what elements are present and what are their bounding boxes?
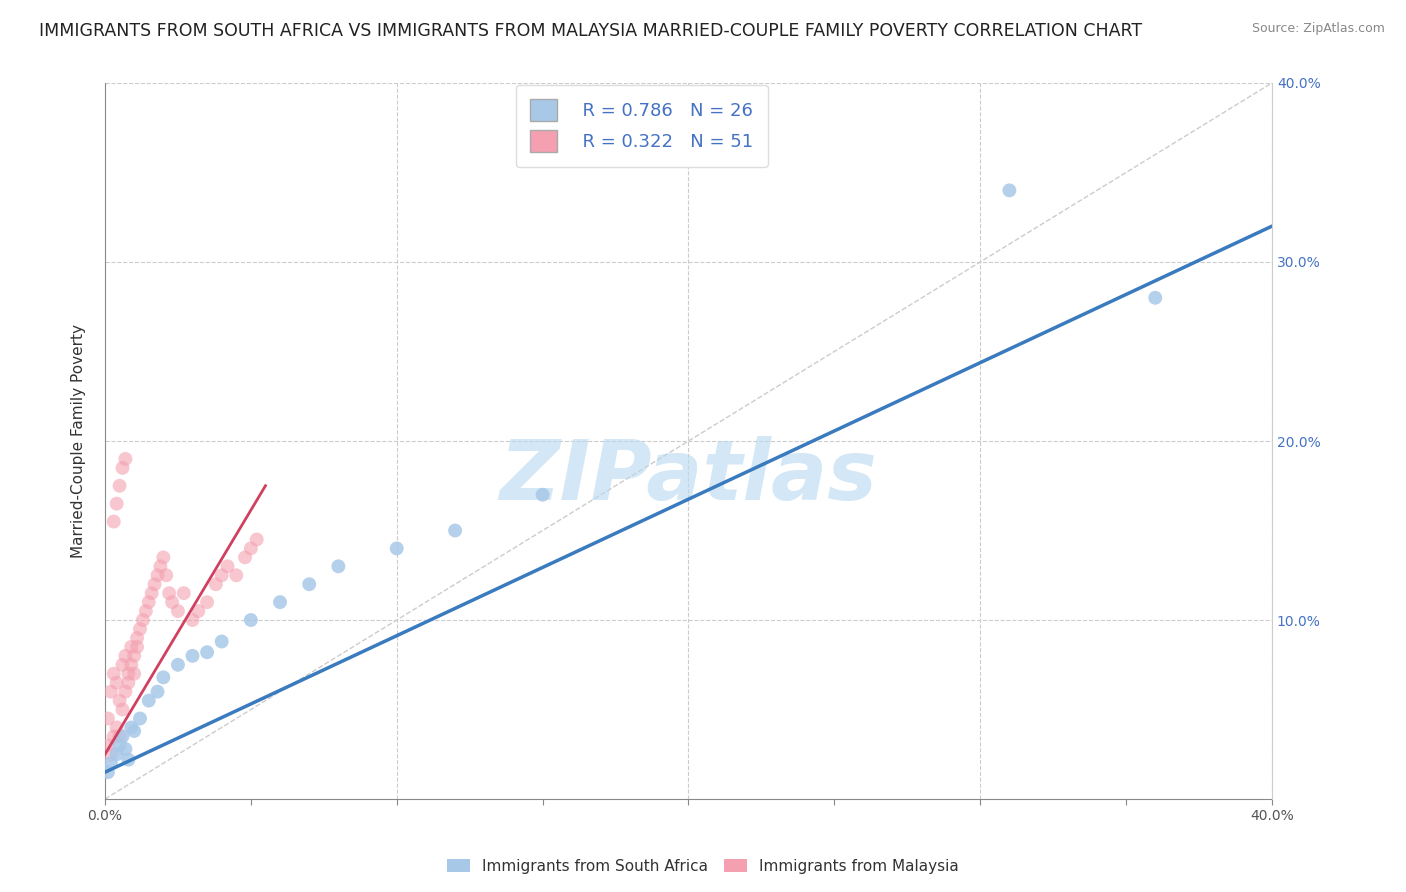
Point [97, 739, 120, 753]
Point [160, 595, 183, 609]
Point [103, 730, 125, 744]
Text: IMMIGRANTS FROM SOUTH AFRICA VS IMMIGRANTS FROM MALAYSIA MARRIED-COUPLE FAMILY P: IMMIGRANTS FROM SOUTH AFRICA VS IMMIGRAN… [39, 22, 1142, 40]
Point [444, 524, 467, 538]
Point [195, 595, 218, 609]
Point [385, 541, 408, 556]
Point [111, 461, 134, 475]
Point [205, 577, 228, 591]
Legend: Immigrants from South Africa, Immigrants from Malaysia: Immigrants from South Africa, Immigrants… [441, 853, 965, 880]
Point [111, 657, 134, 672]
Point [138, 693, 160, 707]
Point [114, 648, 136, 663]
Point [105, 747, 128, 762]
Point [105, 675, 128, 690]
Point [122, 666, 145, 681]
Point [181, 648, 204, 663]
Point [97, 765, 120, 780]
Point [117, 675, 139, 690]
Point [328, 559, 350, 574]
Point [157, 586, 180, 600]
Point [211, 634, 233, 648]
Point [100, 684, 122, 698]
Point [167, 604, 190, 618]
Point [120, 657, 142, 672]
Text: ZIPatlas: ZIPatlas [499, 436, 877, 517]
Point [138, 595, 160, 609]
Point [225, 568, 247, 582]
Point [181, 613, 204, 627]
Point [125, 631, 148, 645]
Point [120, 721, 142, 735]
Point [195, 645, 218, 659]
Point [117, 753, 139, 767]
Point [167, 657, 190, 672]
Point [531, 488, 554, 502]
Point [246, 533, 269, 547]
Point [239, 613, 262, 627]
Point [100, 747, 122, 762]
Point [152, 670, 174, 684]
Point [108, 479, 131, 493]
Y-axis label: Married-Couple Family Poverty: Married-Couple Family Poverty [72, 324, 86, 558]
Point [122, 648, 145, 663]
Point [117, 666, 139, 681]
Point [146, 684, 169, 698]
Point [239, 541, 262, 556]
Point [97, 711, 120, 725]
Point [120, 640, 142, 654]
Point [135, 604, 157, 618]
Point [108, 693, 131, 707]
Point [141, 586, 163, 600]
Point [129, 711, 152, 725]
Point [998, 183, 1021, 197]
Point [233, 550, 256, 565]
Point [187, 604, 209, 618]
Point [122, 724, 145, 739]
Point [103, 515, 125, 529]
Text: Source: ZipAtlas.com: Source: ZipAtlas.com [1251, 22, 1385, 36]
Point [143, 577, 166, 591]
Point [105, 497, 128, 511]
Point [1144, 291, 1167, 305]
Point [114, 684, 136, 698]
Point [111, 730, 134, 744]
Point [114, 451, 136, 466]
Point [108, 730, 131, 744]
Point [149, 559, 172, 574]
Point [173, 586, 195, 600]
Point [111, 702, 134, 716]
Point [152, 550, 174, 565]
Point [132, 613, 155, 627]
Point [217, 559, 239, 574]
Point [103, 666, 125, 681]
Legend:   R = 0.786   N = 26,   R = 0.322   N = 51: R = 0.786 N = 26, R = 0.322 N = 51 [516, 85, 768, 167]
Point [108, 739, 131, 753]
Point [155, 568, 177, 582]
Point [146, 568, 169, 582]
Point [105, 721, 128, 735]
Point [125, 640, 148, 654]
Point [114, 742, 136, 756]
Point [298, 577, 321, 591]
Point [100, 756, 122, 771]
Point [269, 595, 291, 609]
Point [129, 622, 152, 636]
Point [211, 568, 233, 582]
